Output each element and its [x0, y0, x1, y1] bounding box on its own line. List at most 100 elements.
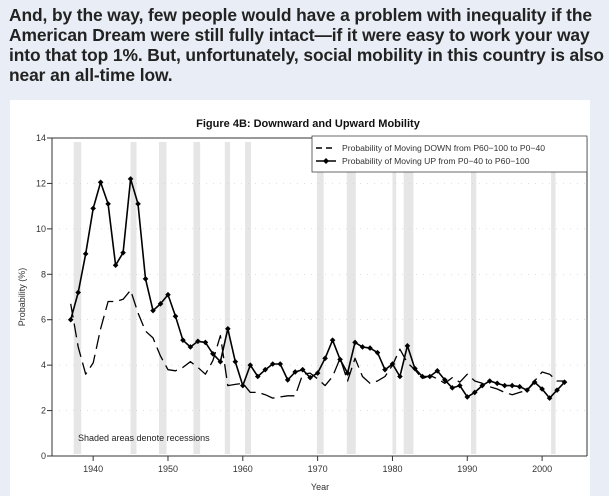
data-point	[240, 382, 246, 389]
x-axis-ticks: 1940 1950 1960 1970 1980 1990 2000	[83, 456, 552, 474]
recession-shading	[73, 142, 556, 454]
data-point	[180, 337, 186, 343]
data-point	[172, 313, 179, 320]
data-point	[352, 339, 358, 346]
data-point	[232, 358, 239, 365]
data-point	[367, 345, 373, 351]
recession-band	[224, 142, 231, 454]
data-point	[337, 356, 343, 363]
x-tick-label: 1960	[233, 464, 253, 474]
data-point	[67, 316, 74, 323]
data-point	[442, 377, 448, 383]
mobility-chart: Figure 4B: Downward and Upward Mobility …	[17, 118, 588, 492]
legend-marker-up	[323, 158, 329, 164]
data-point	[479, 382, 486, 389]
data-point	[509, 382, 515, 389]
data-point	[374, 349, 381, 356]
data-point	[202, 339, 209, 346]
data-point	[539, 386, 545, 392]
y-tick-label: 6	[41, 315, 46, 325]
data-point	[105, 201, 111, 207]
y-tick-label: 0	[41, 451, 46, 461]
data-point	[456, 382, 463, 389]
data-point	[561, 379, 568, 385]
data-point	[389, 361, 396, 367]
data-point	[165, 291, 171, 298]
y-tick-label: 14	[36, 133, 46, 143]
data-point	[344, 370, 351, 376]
x-tick-label: 1940	[83, 464, 103, 474]
data-point	[90, 205, 96, 212]
data-point	[299, 366, 306, 373]
data-point	[322, 355, 328, 362]
y-tick-label: 12	[36, 178, 46, 188]
x-tick-label: 1980	[382, 464, 402, 474]
data-point	[449, 385, 456, 391]
data-point	[269, 361, 276, 367]
data-point	[262, 366, 269, 373]
data-point	[187, 344, 194, 350]
data-point	[546, 395, 553, 401]
x-tick-label: 1990	[457, 464, 477, 474]
y-tick-label: 4	[41, 360, 46, 370]
recession-band	[392, 142, 397, 454]
data-point	[157, 301, 164, 307]
data-point	[277, 361, 284, 367]
data-point	[82, 251, 89, 257]
legend-box	[311, 135, 588, 173]
data-point	[120, 249, 126, 256]
data-point	[284, 377, 291, 383]
series-up	[67, 176, 568, 401]
data-point	[427, 373, 433, 380]
data-point	[516, 383, 523, 390]
data-point	[225, 326, 231, 332]
headline-text: And, by the way, few people would have a…	[9, 5, 604, 85]
data-point	[464, 394, 471, 400]
chart-title: Figure 4B: Downward and Upward Mobility	[196, 118, 421, 130]
data-point	[150, 307, 156, 314]
y-axis-title: Probability (%)	[17, 268, 27, 327]
data-point	[75, 289, 81, 296]
x-tick-label: 1970	[308, 464, 328, 474]
legend-label-down: Probability of Moving DOWN from P60−100 …	[342, 143, 545, 153]
data-point	[531, 379, 538, 385]
data-point	[307, 374, 313, 381]
chart-panel: Figure 4B: Downward and Upward Mobility …	[10, 100, 590, 496]
data-point	[471, 389, 478, 396]
legend: Probability of Moving DOWN from P60−100 …	[311, 135, 588, 173]
recession-band	[551, 142, 556, 454]
recession-note: Shaded areas denote recessions	[78, 433, 210, 443]
data-point	[554, 387, 560, 393]
data-point	[314, 370, 321, 376]
data-point	[247, 362, 254, 368]
data-point	[434, 368, 441, 374]
data-point	[210, 350, 216, 357]
data-point	[404, 343, 411, 349]
recession-band	[346, 142, 356, 454]
data-point	[217, 358, 224, 365]
data-point	[419, 373, 426, 380]
data-point	[195, 338, 201, 345]
y-tick-label: 2	[41, 406, 46, 416]
data-point	[359, 344, 366, 350]
legend-label-up: Probability of Moving UP from P0−40 to P…	[342, 156, 530, 166]
data-point	[524, 387, 530, 393]
y-tick-label: 8	[41, 269, 46, 279]
recession-band	[471, 142, 477, 454]
recession-band	[403, 142, 414, 454]
data-point	[382, 366, 388, 373]
y-axis-ticks: 0 2 4 6 8 10 12 14	[36, 133, 52, 461]
data-point	[501, 382, 508, 389]
data-point	[397, 373, 403, 380]
x-tick-label: 1950	[158, 464, 178, 474]
data-point	[97, 179, 104, 186]
data-point	[329, 337, 336, 343]
recession-band	[193, 142, 201, 454]
data-point	[135, 201, 141, 207]
data-point	[112, 262, 119, 268]
recession-band	[316, 142, 324, 454]
x-tick-label: 2000	[532, 464, 552, 474]
data-point	[142, 276, 149, 282]
x-axis-title: Year	[311, 482, 329, 492]
recession-band	[159, 142, 167, 454]
